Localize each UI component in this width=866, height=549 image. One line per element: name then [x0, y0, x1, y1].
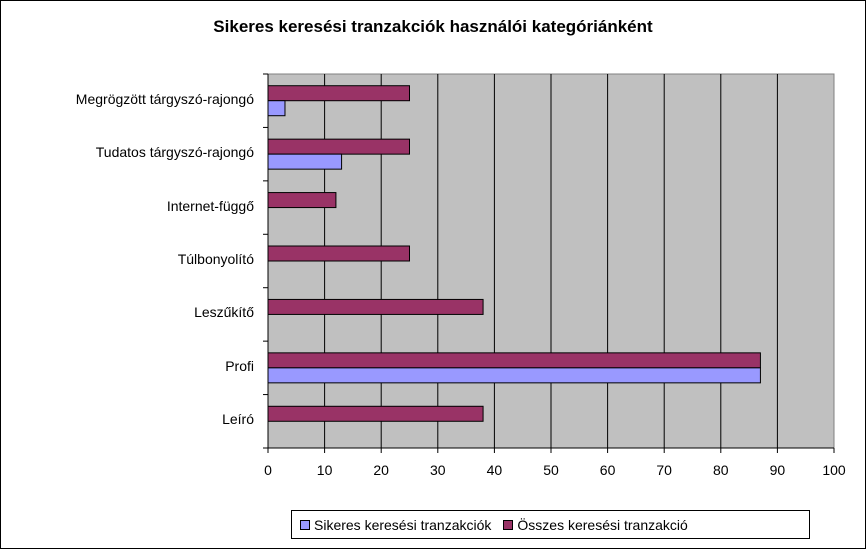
- x-tick-label-20: 20: [373, 462, 389, 478]
- category-label-5: Profi: [225, 357, 254, 374]
- x-tick-label-70: 70: [656, 462, 672, 478]
- legend-label-successful: Sikeres keresési tranzakciók: [314, 516, 492, 533]
- x-tick-label-50: 50: [543, 462, 559, 478]
- category-label-6: Leíró: [222, 411, 254, 428]
- x-tick-label-60: 60: [599, 462, 616, 478]
- bar-successful-0: [267, 100, 286, 117]
- x-tick-label-40: 40: [486, 462, 503, 478]
- category-label-1: Tudatos tárgyszó-rajongó: [95, 144, 254, 161]
- x-tick-label-0: 0: [264, 462, 272, 478]
- x-tick-label-10: 10: [316, 462, 333, 478]
- category-label-3: Túlbonyolító: [177, 251, 254, 267]
- category-label-4: Leszűkítő: [194, 304, 254, 321]
- legend-item-successful: Sikeres keresési tranzakciók: [300, 517, 491, 533]
- legend-label-total: Összes keresési tranzakció: [517, 516, 688, 533]
- bar-total-3: [267, 245, 410, 262]
- legend-swatch-successful: [300, 519, 310, 530]
- category-label-0: Megrögzött tárgyszó-rajongó: [75, 90, 254, 107]
- x-tick-label-80: 80: [713, 462, 729, 478]
- legend-swatch-total: [503, 519, 514, 530]
- bar-total-1: [267, 138, 410, 155]
- bar-total-5: [267, 352, 761, 369]
- bar-total-2: [267, 192, 337, 209]
- chart-title: Sikeres keresési tranzakciók használói k…: [213, 17, 653, 36]
- x-tick-label-100: 100: [822, 462, 846, 478]
- category-label-2: Internet-függő: [166, 197, 254, 214]
- x-tick-label-90: 90: [769, 462, 786, 478]
- bar-total-6: [267, 405, 484, 422]
- bar-successful-1: [267, 153, 343, 170]
- bar-total-4: [267, 298, 484, 315]
- legend: Sikeres keresési tranzakciók Összes kere…: [291, 510, 810, 539]
- legend-item-total: Összes keresési tranzakció: [503, 516, 688, 533]
- bar-total-0: [267, 85, 410, 102]
- bar-successful-5: [267, 367, 761, 384]
- x-tick-label-30: 30: [430, 462, 446, 478]
